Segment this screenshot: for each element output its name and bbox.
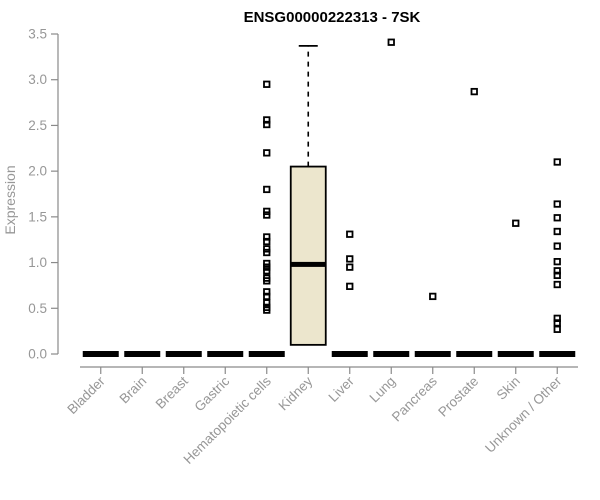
outlier-point [553, 325, 561, 333]
outlier-point [553, 267, 561, 275]
outlier-point [553, 227, 561, 236]
median-line [290, 261, 326, 267]
outlier-point [346, 230, 354, 238]
zero-box-8 [414, 351, 451, 357]
x-tick-label: Kidney [276, 373, 316, 413]
outlier-point [263, 185, 271, 194]
y-tick-label: 1.0 [28, 255, 47, 270]
outlier-point [263, 211, 271, 219]
y-tick-label: 0.5 [28, 301, 47, 316]
zero-box-0 [82, 351, 119, 357]
outlier-point [263, 237, 271, 246]
x-tick-label: Brain [116, 374, 149, 407]
outlier-point [553, 280, 561, 289]
outlier-point [263, 116, 271, 124]
outlier-point [263, 306, 271, 314]
x-tick-label: Skin [494, 374, 523, 403]
box-5 [289, 165, 327, 346]
x-tick-label: Breast [153, 373, 191, 411]
outlier-point [553, 258, 561, 266]
zero-box-10 [497, 351, 534, 357]
y-tick-label: 3.0 [28, 72, 47, 87]
outlier-point [553, 319, 561, 327]
outlier-point [346, 255, 354, 263]
outlier-point [263, 299, 271, 307]
zero-box-1 [124, 351, 161, 357]
plot-area: 0.0 0.5 1.0 1.5 2.0 2.5 3.0 3.5 Bladder Brain Brea… [28, 27, 578, 467]
zero-box-3 [207, 351, 244, 357]
zero-box-4 [248, 351, 285, 357]
x-tick-label: Unknown / Other [482, 373, 565, 456]
x-tick-label: Liver [326, 373, 358, 405]
outlier-point [263, 292, 271, 301]
outlier-point [553, 214, 561, 222]
x-tick-label: Prostate [435, 374, 481, 420]
outlier-point [553, 271, 561, 280]
chart-title: ENSG00000222313 - 7SK [244, 9, 421, 26]
outlier-point [263, 277, 271, 285]
y-tick-label: 2.5 [28, 118, 47, 133]
outlier-point [387, 38, 395, 46]
outlier-point [263, 259, 271, 268]
outlier-point [263, 263, 271, 271]
outlier-point [263, 149, 271, 157]
outlier-point [553, 242, 561, 250]
x-tick-label: Gastric [192, 373, 233, 414]
outlier-point [429, 292, 437, 301]
x-tick-label: Pancreas [389, 373, 440, 424]
outlier-point [512, 219, 520, 227]
outlier-point [263, 288, 271, 296]
x-tick-label: Bladder [64, 373, 108, 417]
zero-box-7 [373, 351, 410, 357]
outlier-point [263, 80, 271, 88]
x-tick-label: Lung [367, 374, 399, 406]
zero-box-6 [331, 351, 368, 357]
y-tick-label: 3.5 [28, 27, 47, 42]
y-tick-label: 2.0 [28, 164, 47, 179]
outlier-point [346, 282, 354, 290]
outlier-point [470, 87, 478, 96]
outlier-point [263, 248, 271, 257]
outlier-point [553, 314, 561, 322]
y-tick-label: 1.5 [28, 209, 47, 224]
outlier-point [553, 158, 561, 166]
outlier-point [263, 207, 271, 216]
outlier-point [263, 245, 271, 253]
zero-box-2 [165, 351, 202, 357]
zero-box-11 [539, 351, 576, 357]
outlier-point [346, 263, 354, 271]
outlier-point [263, 120, 271, 129]
y-tick-label: 0.0 [28, 347, 47, 362]
outlier-point [553, 200, 561, 208]
y-axis-label: Expression [2, 165, 18, 234]
outlier-point [263, 233, 271, 241]
zero-box-9 [456, 351, 493, 357]
outlier-point [263, 267, 271, 275]
